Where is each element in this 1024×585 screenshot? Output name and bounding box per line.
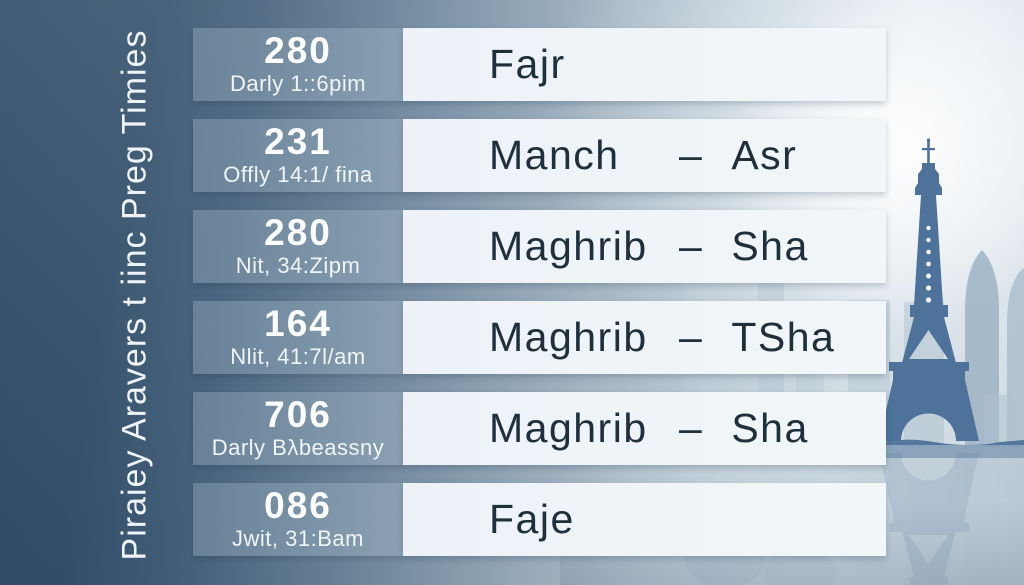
stat-caption: Nlit, 41:7l/am xyxy=(230,343,366,369)
prayer-name-2: Asr xyxy=(731,132,798,178)
stat-caption: Offly 14:1/ fina xyxy=(223,161,373,187)
prayer-box: Fajr xyxy=(403,28,886,101)
eiffel-tower-icon xyxy=(879,138,979,441)
dash-separator: – xyxy=(679,132,704,178)
stat-box: 280 Darly 1::6pim xyxy=(193,28,403,101)
stat-caption: Nit, 34:Zipm xyxy=(235,252,361,278)
prayer-name: Maghrib xyxy=(489,223,648,269)
table-row: 164 Nlit, 41:7l/am Maghrib – TSha xyxy=(193,301,886,374)
prayer-times-table: 280 Darly 1::6pim Fajr 231 Offly 14:1/ f… xyxy=(193,0,886,585)
table-row: 086 Jwit, 31:Bam Faje xyxy=(193,483,886,556)
stat-box: 280 Nit, 34:Zipm xyxy=(193,210,403,283)
prayer-box: Maghrib – Sha xyxy=(403,210,886,283)
prayer-box: Manch – Asr xyxy=(403,119,886,192)
prayer-name: Faje xyxy=(489,496,575,542)
prayer-name: Maghrib xyxy=(489,314,648,360)
stat-box: 086 Jwit, 31:Bam xyxy=(193,483,403,556)
stat-value: 280 xyxy=(264,30,332,72)
stat-caption: Darly Bλbeassny xyxy=(211,434,385,460)
prayer-box: Maghrib – TSha xyxy=(403,301,886,374)
table-row: 280 Darly 1::6pim Fajr xyxy=(193,28,886,101)
stat-caption: Darly 1::6pim xyxy=(229,70,367,96)
stat-box: 164 Nlit, 41:7l/am xyxy=(193,301,403,374)
stat-box: 231 Offly 14:1/ fina xyxy=(193,119,403,192)
prayer-name-2: Sha xyxy=(731,223,809,269)
table-row: 231 Offly 14:1/ fina Manch – Asr xyxy=(193,119,886,192)
stat-value: 086 xyxy=(264,485,332,527)
prayer-name-2: Sha xyxy=(731,405,809,451)
vertical-title: Piraiey Aravers t iinc Preg Timies xyxy=(115,29,154,561)
stat-value: 280 xyxy=(264,212,332,254)
prayer-name: Maghrib xyxy=(489,405,648,451)
dash-separator: – xyxy=(679,405,704,451)
dash-separator: – xyxy=(679,223,704,269)
table-row: 280 Nit, 34:Zipm Maghrib – Sha xyxy=(193,210,886,283)
stat-value: 164 xyxy=(264,303,332,345)
prayer-name: Fajr xyxy=(489,41,566,87)
stat-value: 231 xyxy=(264,121,332,163)
stat-value: 706 xyxy=(264,394,332,436)
stat-box: 706 Darly Bλbeassny xyxy=(193,392,403,465)
table-row: 706 Darly Bλbeassny Maghrib – Sha xyxy=(193,392,886,465)
stat-caption: Jwit, 31:Bam xyxy=(232,525,364,551)
dash-separator: – xyxy=(679,314,704,360)
prayer-box: Maghrib – Sha xyxy=(403,392,886,465)
prayer-name-2: TSha xyxy=(731,314,836,360)
prayer-name: Manch xyxy=(489,132,620,178)
prayer-box: Faje xyxy=(403,483,886,556)
